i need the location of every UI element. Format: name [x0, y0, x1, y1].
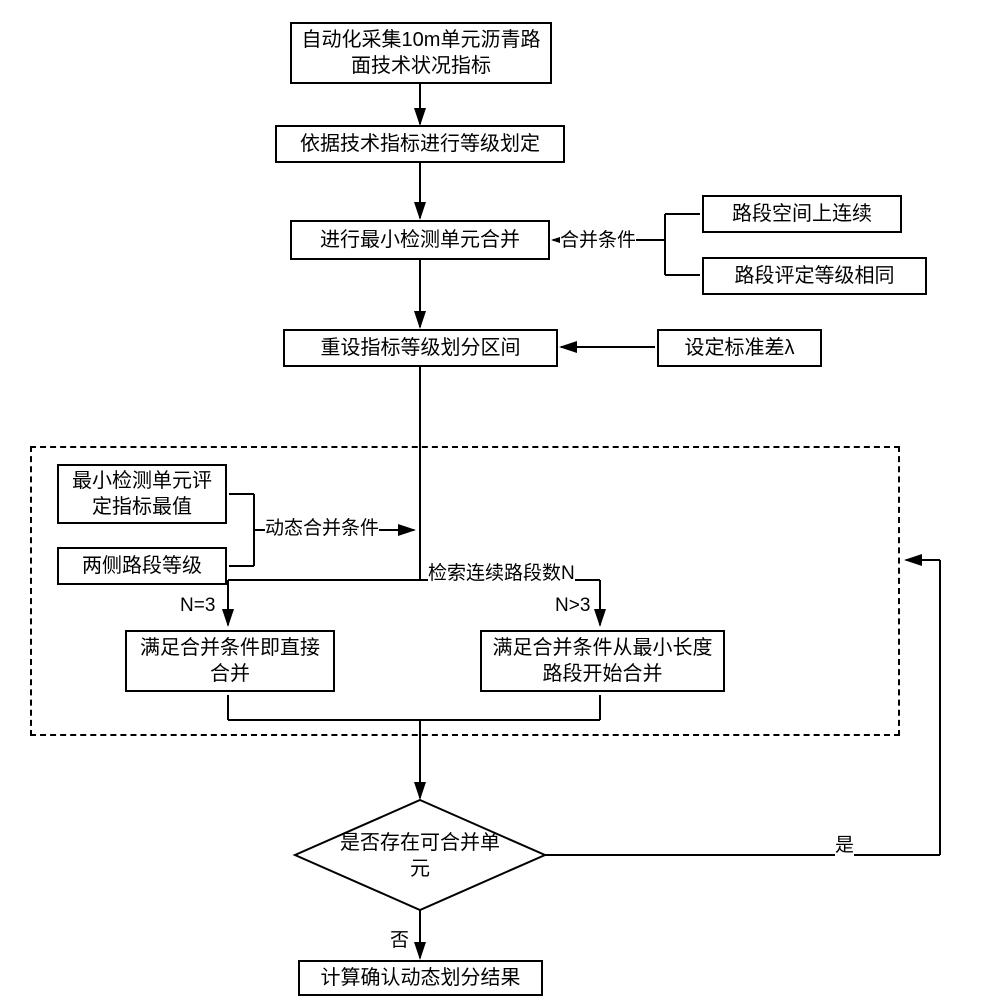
decision-mergeable-text: 是否存在可合并单元	[340, 830, 500, 882]
label-n-eq-3: N=3	[180, 595, 215, 617]
label-n-gt-3: N>3	[555, 595, 590, 617]
label-yes: 是	[835, 830, 854, 857]
node-merge-from-min: 满足合并条件从最小长度路段开始合并	[480, 630, 725, 692]
node-grade: 依据技术指标进行等级划定	[275, 125, 565, 163]
node-cond-continuous: 路段空间上连续	[702, 195, 902, 233]
node-merge-direct: 满足合并条件即直接合并	[125, 630, 335, 692]
label-retrieve-n: 检索连续路段数N	[428, 558, 575, 585]
node-cond-same-grade: 路段评定等级相同	[702, 257, 927, 295]
node-collect: 自动化采集10m单元沥青路面技术状况指标	[290, 22, 552, 84]
node-reset-interval: 重设指标等级划分区间	[283, 329, 558, 367]
label-merge-cond: 合并条件	[560, 225, 636, 252]
label-dyn-cond: 动态合并条件	[265, 513, 379, 540]
node-result: 计算确认动态划分结果	[298, 960, 543, 996]
node-set-stddev: 设定标准差λ	[657, 329, 822, 367]
node-side-grade: 两侧路段等级	[57, 547, 227, 585]
node-merge-min: 进行最小检测单元合并	[290, 220, 550, 260]
node-min-unit-extreme: 最小检测单元评定指标最值	[57, 464, 227, 524]
label-no: 否	[390, 925, 409, 952]
